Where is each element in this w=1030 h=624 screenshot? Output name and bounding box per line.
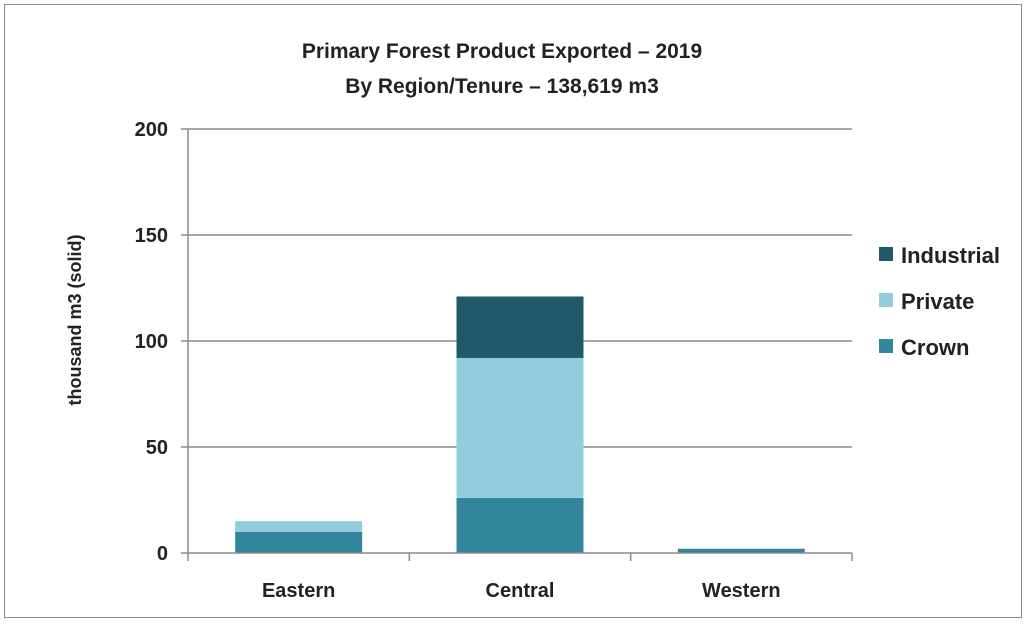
- legend-swatch-industrial: [879, 247, 893, 261]
- bar-central-crown: [456, 497, 584, 553]
- y-axis-label: thousand m3 (solid): [65, 234, 85, 405]
- x-tick-label: Central: [486, 580, 555, 602]
- bars: [235, 296, 805, 553]
- legend-label-private: Private: [901, 289, 974, 314]
- bar-central-industrial: [456, 296, 584, 358]
- bar-eastern-crown: [235, 531, 363, 553]
- legend-label-crown: Crown: [901, 335, 969, 360]
- chart-subtitle: By Region/Tenure – 138,619 m3: [345, 75, 659, 98]
- bar-eastern-private: [235, 521, 363, 532]
- axes: [187, 129, 853, 561]
- legend-swatch-private: [879, 293, 893, 307]
- tick-labels: 0 50 100 150 200 Eastern Central Western: [135, 119, 781, 602]
- legend-swatch-crown: [879, 339, 893, 353]
- y-tick-label: 200: [135, 119, 168, 141]
- chart-title: Primary Forest Product Exported – 2019: [302, 40, 702, 63]
- y-tick-label: 100: [135, 331, 168, 353]
- legend: Industrial Private Crown: [879, 243, 1000, 360]
- y-tick-label: 50: [146, 437, 168, 459]
- bar-western-crown: [677, 548, 805, 553]
- x-tick-label: Eastern: [262, 580, 335, 602]
- stacked-bar-chart: Primary Forest Product Exported – 2019 B…: [65, 40, 1000, 602]
- legend-label-industrial: Industrial: [901, 243, 1000, 268]
- x-tick-label: Western: [702, 580, 781, 602]
- chart-frame: Primary Forest Product Exported – 2019 B…: [4, 4, 1022, 618]
- y-tick-label: 0: [157, 543, 168, 565]
- bar-central-private: [456, 357, 584, 498]
- y-tick-label: 150: [135, 225, 168, 247]
